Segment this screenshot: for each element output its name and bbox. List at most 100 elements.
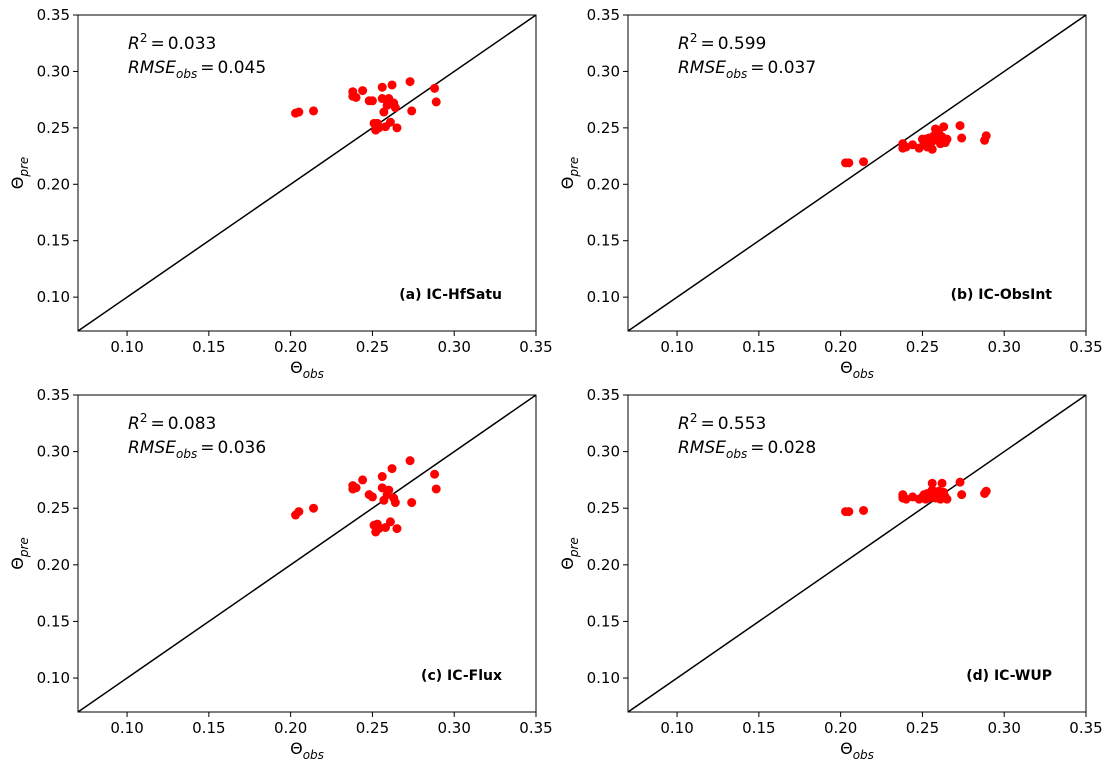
y-axis-label-sub: pre [17,157,31,178]
x-tick-label: 0.10 [110,338,143,356]
x-tick-label: 0.35 [1069,338,1102,356]
one-to-one-line [77,394,537,713]
x-tick-label: 0.25 [906,719,939,737]
y-axis-label-base: Θ [558,177,577,190]
point [385,117,395,127]
point [367,96,377,106]
x-tick-label: 0.15 [742,719,775,737]
x-axis-label: Θobs [290,739,324,762]
point [358,86,368,96]
point [379,107,389,117]
point [927,478,937,488]
y-tick-label: 0.20 [587,556,620,574]
point [390,498,400,508]
stat-annotation: RMSEobs = 0.045 [128,58,266,81]
x-axis-label-sub: obs [303,748,324,762]
point [431,97,441,107]
stat-sup: 2 [140,411,148,425]
point [377,94,387,104]
point [384,485,394,495]
stat-value: 0.028 [767,438,816,458]
stat-value: 0.033 [168,34,217,54]
y-axis-label: Θpre [8,537,31,570]
y-axis-label: Θpre [558,157,581,190]
point [957,133,967,143]
x-axis-label-sub: obs [853,367,874,381]
point [392,123,402,133]
point [294,107,304,117]
stat-annotation: R2 = 0.599 [678,31,766,54]
panel-label: (d) IC-WUP [966,668,1052,684]
y-tick-label: 0.35 [587,6,620,24]
stat-value: 0.553 [718,414,767,434]
axes-frame [627,14,1087,332]
y-tick-label: 0.15 [37,612,70,630]
point [390,103,400,113]
stat-value: 0.037 [767,58,816,78]
panel: 0.10 0.15 0.20 0.25 0.30 0.35 0.10 0.15 0.20 0.25… [558,386,1103,762]
y-tick-label: 0.15 [37,232,70,250]
y-tick-label: 0.10 [587,288,620,306]
panel-label: (a) IC-HfSatu [399,287,502,303]
panel: 0.10 0.15 0.20 0.25 0.30 0.35 0.10 0.15 0.20 0.25… [8,386,553,762]
point [955,121,965,131]
point [430,83,440,93]
stat-annotation: RMSEobs = 0.028 [678,438,816,461]
one-to-one-line [627,14,1087,332]
y-tick-label: 0.25 [37,119,70,137]
x-tick-label: 0.25 [356,338,389,356]
x-tick-label: 0.10 [110,719,143,737]
stat-sub: obs [176,67,197,81]
stat-sign: = [150,414,164,434]
stat-name: R [678,414,690,434]
y-tick-label: 0.15 [587,612,620,630]
x-tick-label: 0.15 [192,719,225,737]
point [387,80,397,90]
stat-sup: 2 [690,411,698,425]
x-tick-label: 0.30 [438,719,471,737]
y-tick-label: 0.10 [37,669,70,687]
point [294,507,304,517]
point [358,475,368,485]
panel-label: (c) IC-Flux [421,668,502,684]
x-axis-label-sub: obs [853,748,874,762]
stat-sign: = [700,414,714,434]
point [942,494,952,504]
x-tick-label: 0.30 [988,338,1021,356]
point [431,484,441,494]
x-tick-label: 0.20 [824,338,857,356]
x-tick-label: 0.30 [988,719,1021,737]
stat-value: 0.083 [168,414,217,434]
y-tick-label: 0.20 [37,175,70,193]
stat-name: RMSE [678,438,726,458]
point [430,469,440,479]
axes-frame [77,14,537,332]
x-axis-label-base: Θ [290,739,303,758]
stat-annotation: R2 = 0.033 [128,31,216,54]
y-axis-label-base: Θ [8,557,27,570]
y-axis-label-sub: pre [17,537,31,558]
point [859,505,869,515]
point [392,524,402,534]
stat-name: R [128,414,140,434]
panel: 0.10 0.15 0.20 0.25 0.30 0.35 0.10 0.15 0.20 0.25… [558,6,1103,381]
stat-value: 0.036 [217,438,266,458]
y-tick-label: 0.35 [587,386,620,404]
x-tick-label: 0.20 [824,719,857,737]
point [955,477,965,487]
x-tick-label: 0.20 [274,338,307,356]
point [981,131,991,141]
y-tick-label: 0.15 [587,232,620,250]
stat-sign: = [750,58,764,78]
stat-annotation: R2 = 0.083 [128,411,216,434]
point [942,134,952,144]
point [859,157,869,167]
point [939,122,949,132]
point [957,490,967,500]
one-to-one-line [77,14,537,332]
x-tick-label: 0.20 [274,719,307,737]
stat-annotation: R2 = 0.553 [678,411,766,434]
stat-name: RMSE [128,58,176,78]
x-tick-label: 0.10 [660,338,693,356]
stat-sign: = [150,34,164,54]
